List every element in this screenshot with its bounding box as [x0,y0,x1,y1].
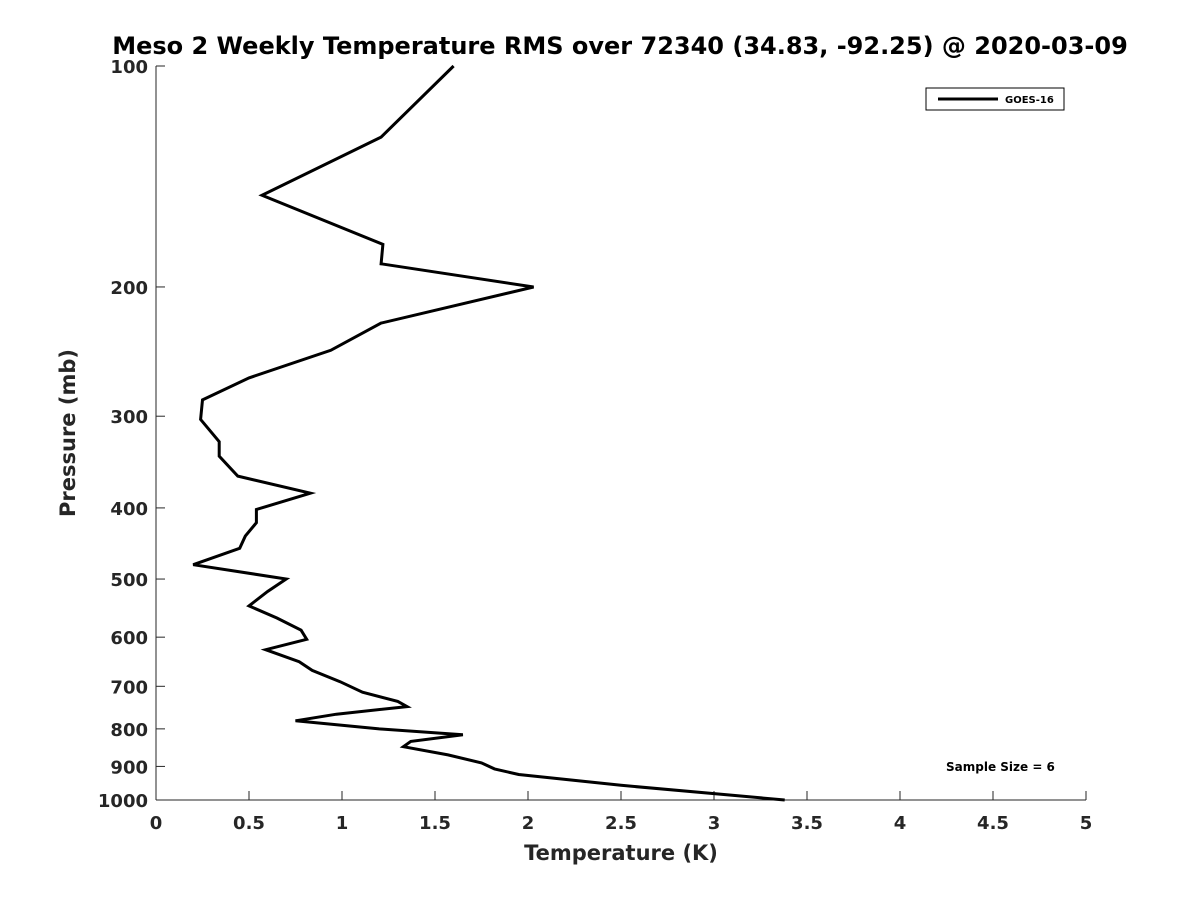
x-tick-label: 5 [1080,813,1093,834]
y-tick-label: 300 [110,407,148,428]
x-tick-label: 4 [894,813,907,834]
y-tick-label: 900 [110,757,148,778]
y-tick-label: 1000 [98,791,148,812]
y-axis-ticks: 100 200 300 400 500 600 700 800 900 1000 [98,57,165,812]
x-tick-label: 2 [522,813,535,834]
sample-size-annotation: Sample Size = 6 [946,760,1055,774]
x-axis-ticks: 0 0.5 1 1.5 2 2.5 3 3.5 4 4.5 5 [150,791,1093,834]
goes-16-series-line [192,64,785,802]
x-axis-label: Temperature (K) [524,841,718,865]
x-tick-label: 1.5 [419,813,451,834]
x-tick-label: 0.5 [233,813,265,834]
y-tick-label: 100 [110,57,148,78]
y-tick-label: 500 [110,570,148,591]
x-tick-label: 2.5 [605,813,637,834]
x-tick-label: 3.5 [791,813,823,834]
y-tick-label: 400 [110,499,148,520]
legend-label: GOES-16 [1005,95,1054,106]
x-tick-label: 3 [708,813,721,834]
x-tick-label: 4.5 [977,813,1009,834]
y-tick-label: 600 [110,628,148,649]
y-tick-label: 700 [110,677,148,698]
x-tick-label: 0 [150,813,163,834]
x-tick-label: 1 [336,813,349,834]
chart-title: Meso 2 Weekly Temperature RMS over 72340… [112,32,1128,60]
y-axis-label: Pressure (mb) [56,349,80,517]
y-tick-label: 800 [110,720,148,741]
y-tick-label: 200 [110,278,148,299]
legend: GOES-16 [925,87,1065,111]
